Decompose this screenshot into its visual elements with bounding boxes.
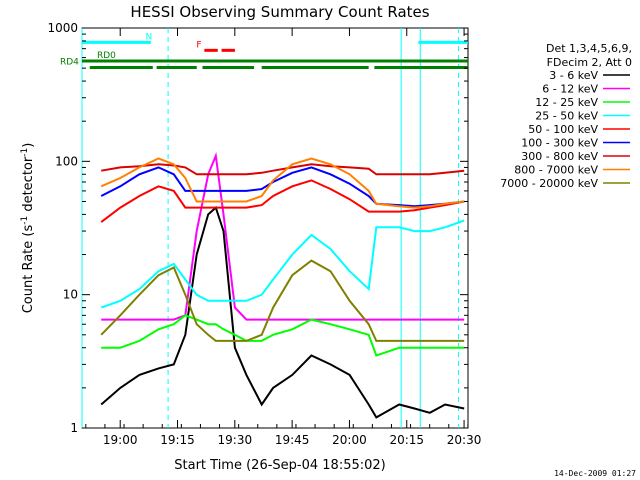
series-line-0 (100, 205, 465, 419)
series-line-8 (100, 259, 465, 342)
legend-label-3: 25 - 50 keV (535, 110, 598, 123)
x-tick-label-6: 20:30 (447, 433, 482, 447)
footer-timestamp: 14-Dec-2009 01:27 (554, 469, 636, 478)
chart-title: HESSI Observing Summary Count Rates (130, 3, 429, 21)
legend: Det 1,3,4,5,6,9, FDecim 2, Att 0 3 - 6 k… (500, 42, 632, 190)
x-tick-label-1: 19:15 (160, 433, 195, 447)
marker-lines (81, 28, 459, 428)
x-axis-label: Start Time (26-Sep-04 18:55:02) (174, 458, 385, 473)
legend-label-1: 6 - 12 keV (542, 83, 598, 96)
legend-label-0: 3 - 6 keV (549, 69, 598, 82)
status-bars: N F RD0 RD4 (60, 32, 468, 70)
plot-area: N F RD0 RD4 1 10 100 1000 19:00 19:15 19:30 19:45 2… (47, 21, 481, 447)
status-bar-label-1: F (196, 40, 201, 50)
series-line-5 (100, 166, 465, 208)
status-bar-label-2: RD0 (97, 51, 116, 61)
y-label-part1: Count Rate (s (21, 225, 36, 314)
series-line-2 (101, 314, 465, 357)
axis-ticks: 1 10 100 1000 19:00 19:15 19:30 19:45 20:00 20:15… (47, 21, 481, 447)
legend-header-line2: FDecim 2, Att 0 (547, 56, 632, 69)
series-line-4 (100, 179, 465, 223)
series-line-1 (101, 151, 465, 321)
legend-label-6: 300 - 800 keV (521, 150, 598, 163)
x-tick-label-5: 20:15 (389, 433, 424, 447)
y-label-part2: detector (21, 156, 36, 216)
legend-label-2: 12 - 25 keV (535, 96, 598, 109)
y-tick-label-3: 1000 (47, 21, 78, 35)
y-tick-label-1: 10 (63, 288, 78, 302)
x-tick-label-3: 19:45 (275, 433, 310, 447)
x-tick-label-0: 19:00 (103, 433, 138, 447)
x-tick-label-2: 19:30 (218, 433, 253, 447)
y-tick-label-2: 100 (55, 154, 78, 168)
plot-frame (81, 27, 469, 429)
legend-label-5: 100 - 300 keV (521, 137, 598, 150)
legend-header-line1: Det 1,3,4,5,6,9, (546, 42, 632, 55)
legend-label-8: 7000 - 20000 keV (500, 177, 598, 190)
y-tick-label-0: 1 (70, 421, 78, 435)
y-label-sup2: -1 (20, 148, 30, 157)
x-tick-label-4: 20:00 (332, 433, 367, 447)
status-bar-label-3: RD4 (60, 58, 79, 68)
series-line-3 (100, 219, 465, 309)
legend-label-7: 800 - 7000 keV (514, 164, 598, 177)
status-bar-label-0: N (146, 32, 153, 42)
y-axis-label: Count Rate (s-1 detector-1) (20, 143, 36, 314)
y-label-sup1: -1 (20, 216, 30, 225)
series-line-7 (100, 157, 465, 209)
y-label-part3: ) (21, 143, 36, 148)
series-group (100, 151, 465, 419)
legend-label-4: 50 - 100 keV (528, 123, 598, 136)
